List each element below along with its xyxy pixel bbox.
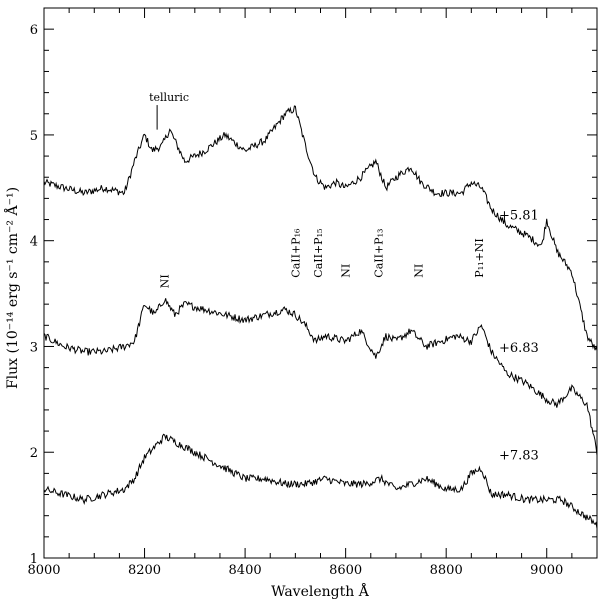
y-tick-label: 6 [30, 23, 38, 38]
epoch-label: +5.81 [499, 209, 539, 224]
x-axis-title: Wavelength Å [271, 582, 370, 600]
line-id-label: CaII+P₁₅ [312, 229, 325, 278]
telluric-label: telluric [149, 91, 189, 104]
spectrum-line-1 [43, 105, 598, 351]
line-id-label: CaII+P₁₃ [372, 229, 385, 278]
plot-border [43, 7, 598, 559]
x-tick-label: 8600 [329, 563, 362, 578]
epoch-label: +7.83 [499, 449, 539, 464]
line-id-label: CaII+P₁₆ [289, 228, 302, 278]
plot-frame [43, 7, 598, 559]
x-tick-label: 8400 [229, 563, 262, 578]
line-id-label: NI [413, 264, 426, 278]
annotations-layer: telluric NI CaII+P₁₆ CaII+P₁₅ NI CaII+P₁₃ NI P₁… [149, 91, 486, 288]
y-tick-label: 3 [30, 340, 38, 355]
line-id-label: NI [340, 264, 353, 278]
y-tick-label: 2 [30, 446, 38, 461]
line-id-label: NI [159, 274, 172, 288]
y-tick-label: 5 [30, 129, 38, 144]
y-axis-title: Flux (10⁻¹⁴ erg s⁻¹ cm⁻² Å⁻¹) [3, 187, 21, 389]
ticks-layer: 8000 8200 8400 8600 8800 9000 1 2 3 4 5 6 [27, 7, 598, 578]
y-tick-label: 4 [30, 235, 38, 250]
x-tick-label: 8000 [27, 563, 60, 578]
x-tick-label: 8200 [128, 563, 161, 578]
x-tick-label: 9000 [530, 563, 563, 578]
spectra-layer: +5.81 +6.83 +7.83 [43, 105, 598, 529]
line-id-label: P₁₁+NI [473, 238, 486, 277]
x-tick-label: 8800 [430, 563, 463, 578]
y-tick-label: 1 [30, 552, 38, 567]
spectrum-line-3 [43, 433, 598, 529]
spectrum-line-2 [43, 298, 598, 456]
epoch-label: +6.83 [499, 341, 539, 356]
